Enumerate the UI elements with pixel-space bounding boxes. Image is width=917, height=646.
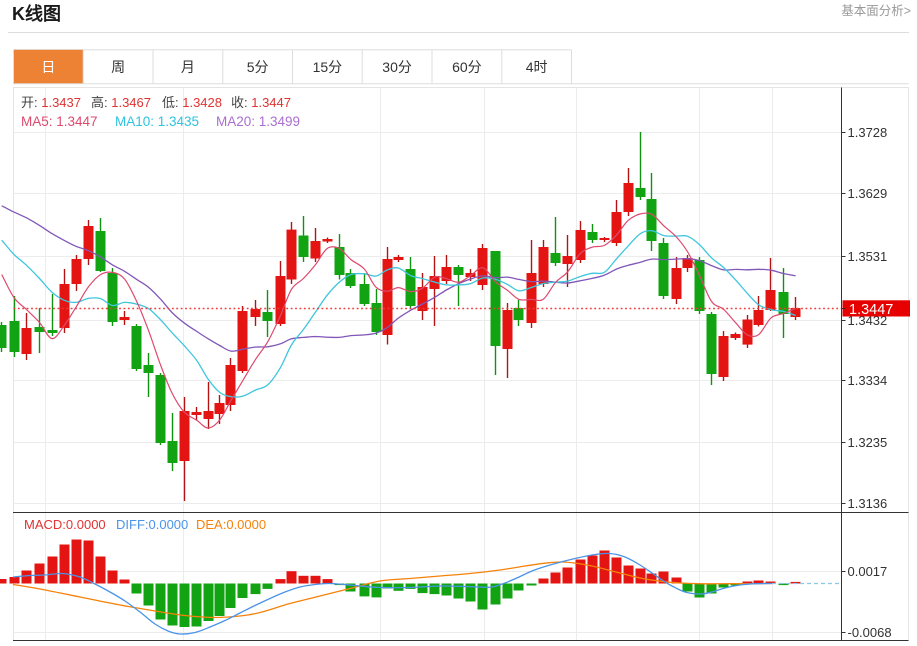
svg-text:收: 1.3447: 收: 1.3447 [231, 95, 291, 110]
svg-text:1.3629: 1.3629 [848, 186, 888, 201]
svg-text:DEA:0.0000: DEA:0.0000 [196, 517, 266, 532]
svg-text:1.3334: 1.3334 [848, 373, 888, 388]
svg-text:MACD:0.0000: MACD:0.0000 [24, 517, 106, 532]
svg-text:MA20: 1.3499: MA20: 1.3499 [216, 114, 300, 129]
svg-text:K线图: K线图 [12, 3, 61, 24]
svg-text:0.0017: 0.0017 [848, 564, 888, 579]
svg-text:60分: 60分 [452, 59, 482, 75]
svg-text:高: 1.3467: 高: 1.3467 [91, 95, 151, 110]
svg-text:4时: 4时 [526, 59, 548, 75]
svg-text:1.3531: 1.3531 [848, 249, 888, 264]
svg-text:开: 1.3437: 开: 1.3437 [21, 95, 81, 110]
svg-text:1.3235: 1.3235 [848, 435, 888, 450]
svg-text:基本面分析>: 基本面分析> [841, 4, 911, 18]
svg-text:5分: 5分 [247, 59, 269, 75]
svg-text:1.3432: 1.3432 [848, 313, 888, 328]
svg-text:MA10: 1.3435: MA10: 1.3435 [115, 114, 199, 129]
svg-text:1.3728: 1.3728 [848, 125, 888, 140]
svg-text:30分: 30分 [382, 59, 412, 75]
svg-text:日: 日 [41, 59, 55, 75]
svg-text:周: 周 [111, 59, 125, 75]
svg-text:1.3447: 1.3447 [849, 302, 893, 318]
svg-text:15分: 15分 [313, 59, 343, 75]
svg-text:-0.0068: -0.0068 [848, 625, 892, 640]
svg-text:月: 月 [181, 59, 195, 75]
svg-text:1.3136: 1.3136 [848, 496, 888, 511]
svg-text:MA5: 1.3447: MA5: 1.3447 [21, 114, 98, 129]
svg-text:DIFF:0.0000: DIFF:0.0000 [116, 517, 188, 532]
svg-text:低: 1.3428: 低: 1.3428 [162, 95, 222, 110]
